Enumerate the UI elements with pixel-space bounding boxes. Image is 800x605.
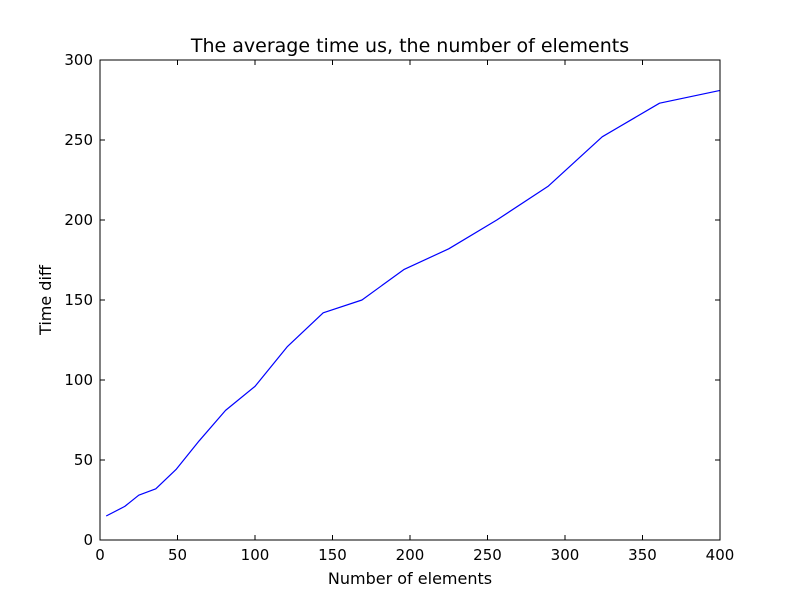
x-tick-label: 0 bbox=[95, 546, 105, 564]
ticks-layer: 0 50 100 150 200 250 300 350 400 0 50 100 150 200 250 3… bbox=[64, 51, 734, 564]
series-line bbox=[105, 89, 721, 517]
y-tick-label: 250 bbox=[64, 131, 93, 149]
y-axis-label: Time diff bbox=[36, 264, 55, 336]
series-layer bbox=[105, 89, 721, 517]
y-tick-label: 150 bbox=[64, 291, 93, 309]
x-tick-label: 150 bbox=[318, 546, 347, 564]
y-tick-label: 200 bbox=[64, 211, 93, 229]
x-tick-label: 250 bbox=[473, 546, 502, 564]
x-tick-label: 300 bbox=[551, 546, 580, 564]
x-tick-label: 50 bbox=[168, 546, 187, 564]
plot-area-frame bbox=[99, 59, 721, 541]
x-tick-label: 400 bbox=[706, 546, 735, 564]
x-tick-label: 350 bbox=[628, 546, 657, 564]
y-tick-label: 300 bbox=[64, 51, 93, 69]
y-tick-label: 100 bbox=[64, 371, 93, 389]
y-tick-label: 0 bbox=[83, 531, 93, 549]
x-tick-label: 100 bbox=[241, 546, 270, 564]
chart-title: The average time us, the number of eleme… bbox=[190, 35, 629, 57]
x-tick-label: 200 bbox=[396, 546, 425, 564]
y-tick-label: 50 bbox=[74, 451, 93, 469]
x-axis-label: Number of elements bbox=[328, 569, 492, 588]
